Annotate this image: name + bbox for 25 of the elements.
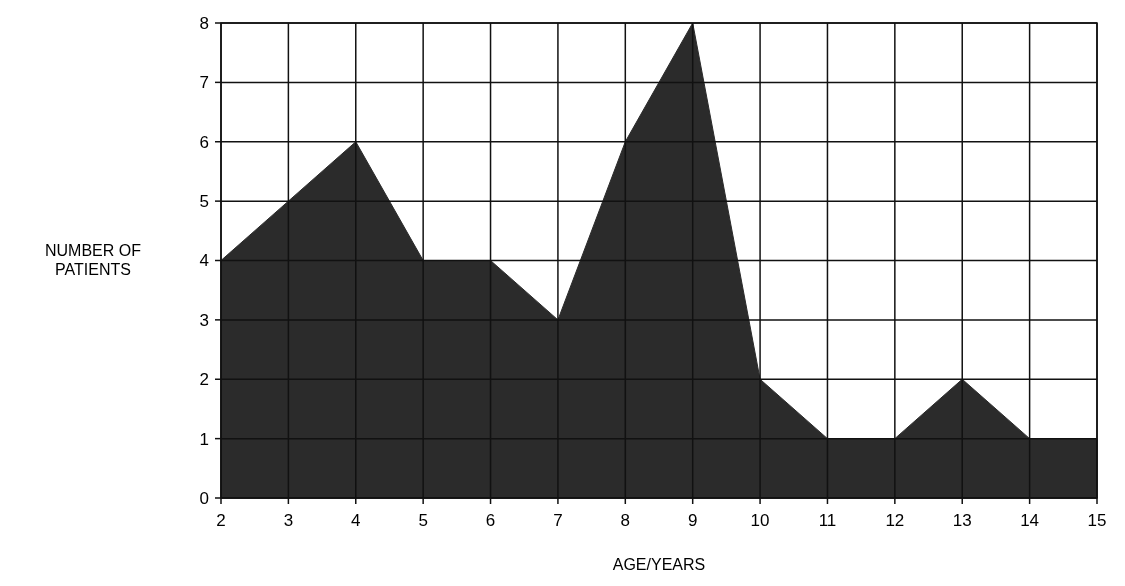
x-tick-label: 14 xyxy=(1020,511,1040,530)
x-axis-title: AGE/YEARS xyxy=(612,556,706,573)
x-tick-label: 5 xyxy=(418,511,428,530)
y-tick-label: 1 xyxy=(199,429,209,449)
y-tick-label: 8 xyxy=(199,13,209,33)
x-tick-label: 4 xyxy=(351,511,361,530)
x-tick-label: 15 xyxy=(1087,511,1107,530)
x-tick-label: 8 xyxy=(620,511,631,530)
x-tick-label: 7 xyxy=(553,511,563,530)
y-tick-label: 7 xyxy=(199,73,209,93)
y-tick-label: 0 xyxy=(199,488,209,508)
x-tick-label: 3 xyxy=(283,511,294,530)
y-tick-label: 6 xyxy=(199,132,209,152)
y-axis-title: NUMBER OF PATIENTS xyxy=(45,241,142,278)
x-tick-label: 6 xyxy=(485,511,496,530)
x-tick-label: 10 xyxy=(750,511,770,530)
x-tick-label: 12 xyxy=(885,511,905,530)
y-tick-label: 3 xyxy=(199,310,209,330)
y-tick-label: 2 xyxy=(199,370,209,390)
y-tick-label: 5 xyxy=(199,192,209,212)
y-tick-label: 4 xyxy=(199,251,209,271)
x-tick-label: 9 xyxy=(687,511,698,530)
x-tick-label: 13 xyxy=(952,511,972,530)
x-tick-label: 2 xyxy=(216,511,226,530)
x-tick-label: 11 xyxy=(818,511,837,530)
